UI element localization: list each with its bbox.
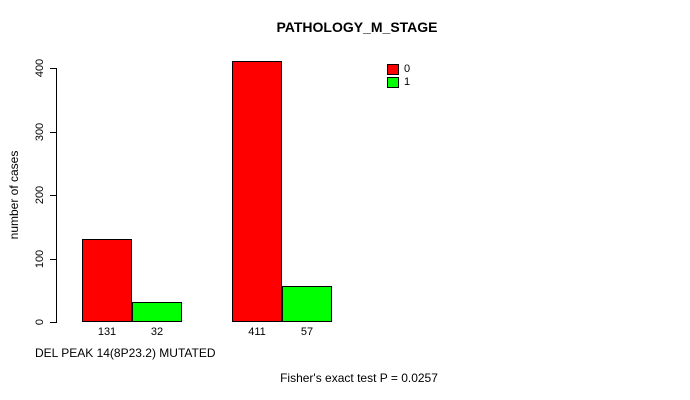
y-tick-mark: [50, 195, 57, 196]
y-tick-label: 300: [34, 122, 46, 142]
y-tick-mark: [50, 259, 57, 260]
y-tick-label: 200: [34, 185, 46, 205]
legend-swatch: [387, 64, 399, 75]
bar-value-label: 131: [97, 326, 117, 338]
legend-entry-0: 0: [387, 63, 410, 76]
legend-swatch: [387, 77, 399, 88]
bar-series-1-group-1: [132, 302, 182, 322]
bar-series-0-group-2: [232, 61, 282, 322]
bar-value-label: 57: [300, 326, 314, 338]
y-tick-label: 100: [34, 249, 46, 269]
y-tick-mark: [50, 132, 57, 133]
bar-series-0-group-1: [82, 239, 132, 322]
y-tick-label: 0: [34, 318, 46, 326]
legend-label: 0: [404, 63, 411, 75]
legend-label: 1: [404, 76, 411, 88]
bar-value-label: 411: [248, 326, 266, 338]
fisher-test-annotation: Fisher's exact test P = 0.0257: [280, 371, 438, 385]
y-tick-label: 400: [34, 58, 46, 78]
legend-entry-1: 1: [387, 76, 410, 89]
y-axis-title: number of cases: [7, 150, 21, 240]
chart-title: PATHOLOGY_M_STAGE: [276, 19, 438, 35]
bar-series-1-group-2: [282, 286, 332, 322]
y-tick-mark: [50, 322, 57, 323]
y-tick-mark: [50, 68, 57, 69]
x-axis-title: DEL PEAK 14(8P23.2) MUTATED: [35, 346, 216, 360]
bar-value-label: 32: [150, 326, 164, 338]
